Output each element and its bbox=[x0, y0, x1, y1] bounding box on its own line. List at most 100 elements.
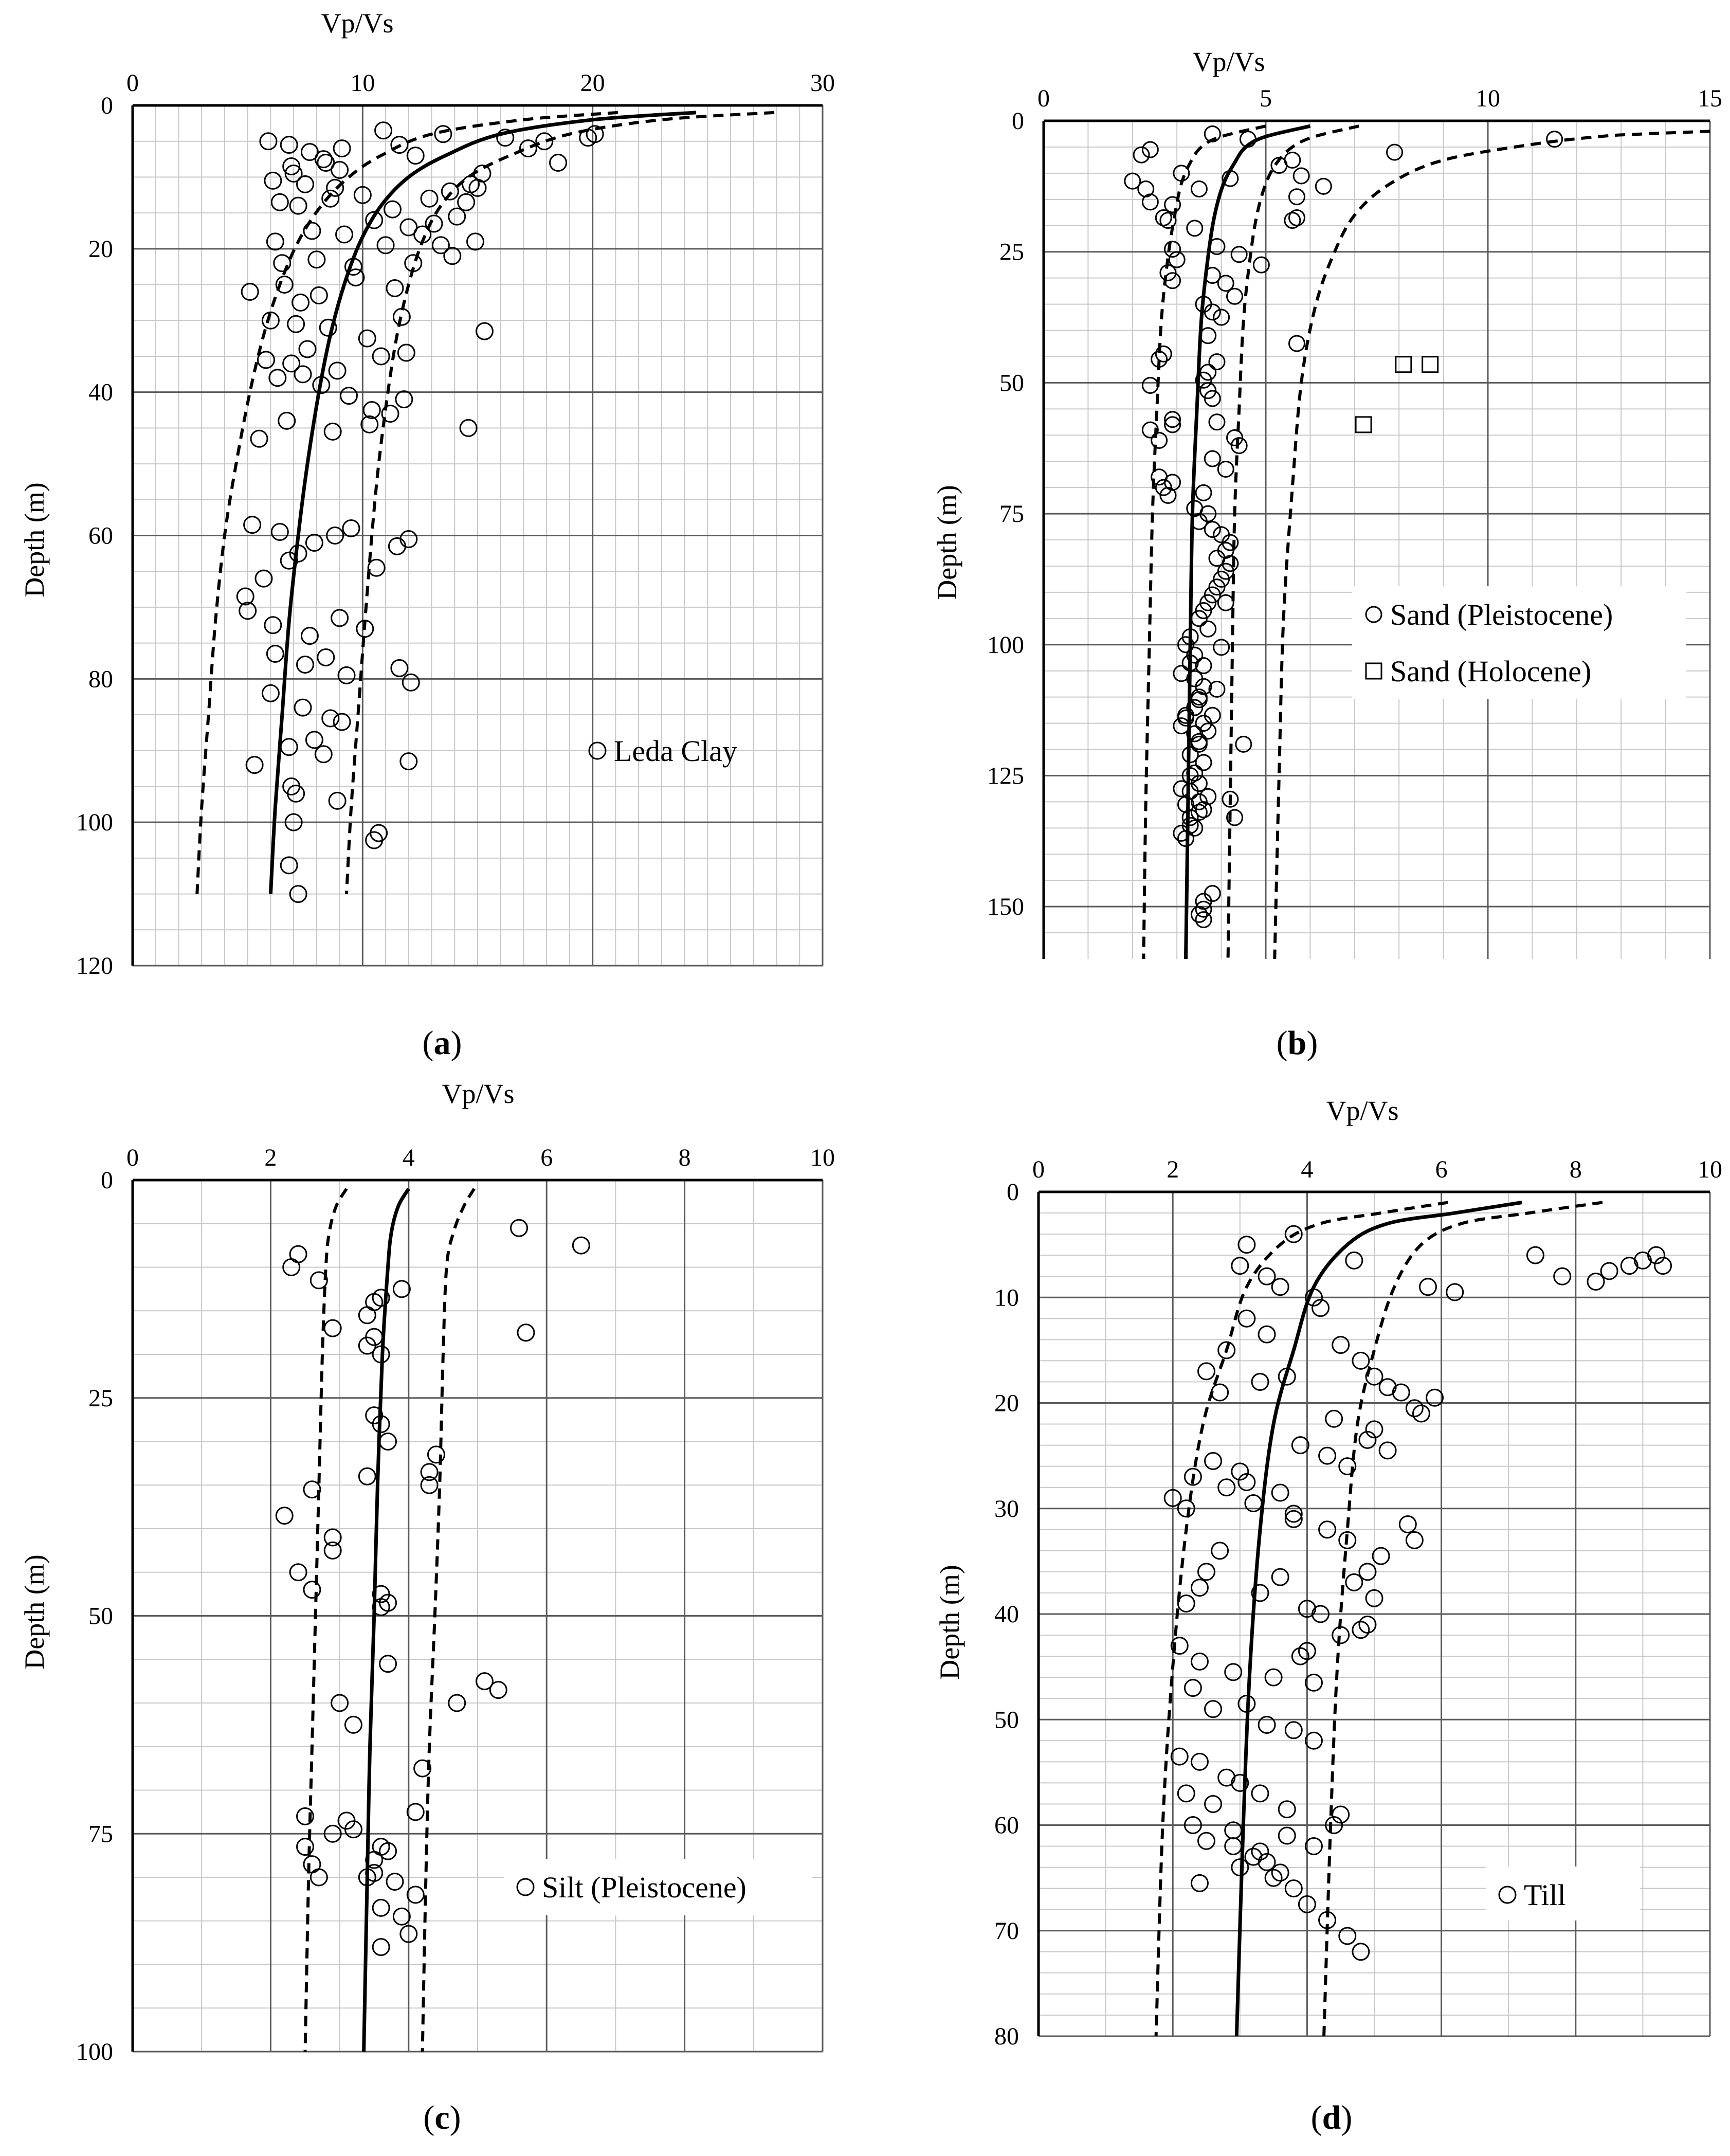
data-point bbox=[404, 254, 423, 273]
panel-d-y-tick-label: 60 bbox=[994, 1812, 1019, 1839]
panel-d-legend: Till bbox=[1486, 1867, 1640, 1921]
data-point bbox=[328, 361, 347, 380]
panel-c-y-tick-label: 0 bbox=[101, 1167, 113, 1194]
data-point bbox=[1422, 356, 1439, 373]
data-point bbox=[1204, 303, 1221, 321]
panel-a-plot-area: 0 10 20 30 0 20 40 60 80 100 120 Leda Clay bbox=[76, 69, 835, 980]
data-point bbox=[317, 648, 335, 667]
data-point bbox=[1159, 212, 1177, 229]
panel-b-x-tick-label: 5 bbox=[1260, 85, 1272, 112]
data-point bbox=[275, 276, 294, 294]
data-point bbox=[1186, 646, 1204, 664]
data-point bbox=[1291, 1436, 1309, 1455]
data-point bbox=[323, 1824, 342, 1843]
data-point bbox=[287, 315, 305, 333]
panel-a-x-tick-label: 0 bbox=[126, 69, 139, 97]
data-point bbox=[261, 684, 280, 702]
panel-c-grid bbox=[131, 1179, 824, 2053]
data-point bbox=[383, 200, 402, 219]
data-point bbox=[379, 1655, 397, 1673]
data-point bbox=[284, 813, 303, 831]
panel-c-xlabel: Vp/Vs bbox=[442, 1078, 514, 1109]
data-point bbox=[372, 1898, 390, 1917]
data-point bbox=[365, 1851, 384, 1869]
panel-d-legend-label-0: Till bbox=[1524, 1878, 1566, 1912]
data-point bbox=[1312, 1299, 1330, 1317]
data-point bbox=[1325, 1409, 1343, 1428]
panel-d-legend-box bbox=[1486, 1867, 1640, 1921]
data-point bbox=[296, 1838, 314, 1856]
panel-d-plot-area: 0 2 4 6 8 10 0 10 20 30 40 50 60 70 80 Till bbox=[994, 1156, 1722, 2050]
data-point bbox=[372, 1345, 390, 1364]
data-point bbox=[1230, 437, 1248, 455]
panel-a-legend-label-0: Leda Clay bbox=[614, 734, 737, 768]
data-point bbox=[296, 175, 314, 193]
data-point bbox=[358, 1868, 376, 1887]
panel-d-y-tick-label: 30 bbox=[994, 1495, 1019, 1523]
data-point bbox=[264, 616, 282, 635]
panel-d-x-tick-label: 2 bbox=[1167, 1156, 1179, 1183]
data-point bbox=[1141, 376, 1159, 394]
panel-a-xlabel: Vp/Vs bbox=[321, 8, 393, 39]
data-point bbox=[1318, 1911, 1337, 1929]
data-point bbox=[1155, 345, 1172, 363]
data-point bbox=[1304, 1731, 1323, 1750]
data-point bbox=[280, 738, 298, 756]
data-point bbox=[1304, 1837, 1323, 1856]
data-point bbox=[307, 250, 326, 269]
data-point bbox=[1352, 1943, 1370, 1961]
data-point bbox=[356, 620, 374, 638]
data-point bbox=[1177, 1499, 1195, 1518]
data-point bbox=[420, 189, 439, 208]
data-point bbox=[399, 752, 418, 771]
data-point bbox=[1170, 1637, 1189, 1655]
data-point bbox=[1195, 484, 1212, 501]
panel-d-ylabel: Depth (m) bbox=[934, 1565, 965, 1679]
data-point bbox=[1173, 165, 1190, 182]
data-point bbox=[1352, 1351, 1370, 1370]
data-point bbox=[278, 411, 296, 430]
data-point bbox=[309, 286, 328, 304]
data-point bbox=[1292, 167, 1310, 185]
data-point bbox=[1284, 1225, 1303, 1243]
data-point bbox=[333, 139, 351, 158]
data-point bbox=[1204, 125, 1221, 142]
data-point bbox=[1213, 570, 1230, 588]
data-point bbox=[1190, 1752, 1209, 1771]
panel-a-y-tick-label: 100 bbox=[76, 809, 113, 836]
data-point bbox=[1177, 706, 1194, 724]
data-point bbox=[275, 1507, 294, 1525]
data-point bbox=[1199, 620, 1217, 638]
data-point bbox=[333, 713, 351, 731]
data-point bbox=[1211, 1542, 1229, 1560]
data-point bbox=[1222, 170, 1239, 187]
data-point bbox=[1620, 1257, 1638, 1275]
data-point bbox=[1237, 1236, 1256, 1254]
data-point bbox=[1197, 1563, 1215, 1581]
data-point bbox=[1237, 1309, 1256, 1328]
data-point bbox=[1231, 1858, 1249, 1877]
data-point bbox=[1199, 327, 1217, 345]
panel-b-legend: Sand (Pleistocene) Sand (Holocene) bbox=[1352, 586, 1686, 699]
data-point bbox=[314, 150, 333, 169]
data-point bbox=[1173, 717, 1190, 735]
data-point bbox=[1177, 1594, 1195, 1613]
data-point bbox=[1355, 416, 1372, 433]
data-point bbox=[1239, 131, 1256, 148]
data-point bbox=[344, 1715, 362, 1734]
data-point bbox=[328, 791, 347, 810]
data-point bbox=[342, 519, 360, 538]
data-point bbox=[431, 236, 450, 255]
data-point bbox=[305, 731, 323, 749]
data-point bbox=[1164, 241, 1181, 258]
data-point bbox=[1199, 364, 1217, 381]
data-point bbox=[1386, 143, 1404, 161]
data-point bbox=[1378, 1378, 1397, 1397]
data-point bbox=[1181, 817, 1199, 834]
data-point bbox=[1546, 131, 1563, 148]
data-point bbox=[1244, 1494, 1263, 1512]
data-point bbox=[266, 232, 284, 251]
panel-a-legend: Leda Clay bbox=[588, 734, 737, 768]
data-point bbox=[1358, 1616, 1377, 1634]
data-point bbox=[353, 186, 372, 204]
